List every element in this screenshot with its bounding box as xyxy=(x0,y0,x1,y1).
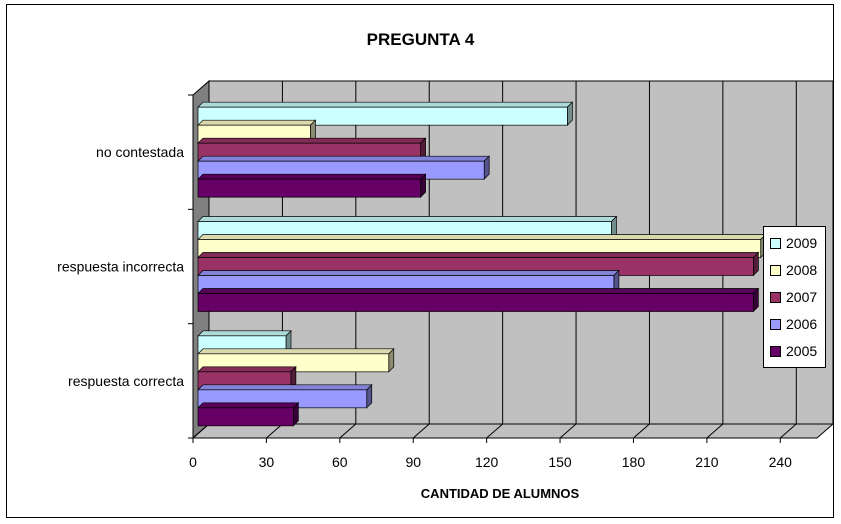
y-tick-label: respuesta correcta xyxy=(68,373,184,389)
legend-label: 2007 xyxy=(786,289,818,305)
bar-top xyxy=(197,155,491,162)
chart-title: PREGUNTA 4 xyxy=(366,30,475,49)
x-tick-label: 60 xyxy=(332,454,348,470)
bars-group xyxy=(197,101,767,427)
legend-label: 2009 xyxy=(786,235,818,251)
floor-gridline xyxy=(559,423,577,439)
legend-swatch xyxy=(770,264,781,276)
x-tick-label: 0 xyxy=(189,454,197,470)
bar-2005-0 xyxy=(197,178,421,198)
floor-gridline xyxy=(412,423,430,439)
x-tick-label: 210 xyxy=(695,454,719,470)
y-tick-label: respuesta incorrecta xyxy=(57,259,184,275)
floor-gridline xyxy=(339,423,357,439)
x-tick-label: 240 xyxy=(769,454,793,470)
legend-item: 2006 xyxy=(770,314,817,334)
axes-group: 0 30 60 90 120 150 180 210 240 no contestada respu… xyxy=(57,94,817,470)
x-tick-label: 180 xyxy=(622,454,646,470)
bar-top xyxy=(197,288,760,294)
legend-label: 2008 xyxy=(786,262,818,278)
legend-item: 2008 xyxy=(770,260,817,280)
bar-top xyxy=(197,270,620,276)
legend-item: 2009 xyxy=(770,233,817,253)
x-tick-label: 90 xyxy=(405,454,421,470)
floor-gridline xyxy=(633,423,650,439)
bar-top xyxy=(197,234,767,240)
legend: 2009 2008 2007 2006 2005 xyxy=(763,226,826,368)
floor-gridline xyxy=(486,423,503,439)
x-tick-label: 150 xyxy=(548,454,572,470)
bar-top xyxy=(197,348,395,355)
bar-top xyxy=(197,366,297,373)
legend-swatch xyxy=(770,237,781,249)
legend-item: 2007 xyxy=(770,287,817,307)
bar-top xyxy=(197,216,618,222)
legend-label: 2006 xyxy=(786,316,818,332)
y-tick-label: no contestada xyxy=(96,144,184,160)
floor-gridline xyxy=(706,423,724,439)
bar-top xyxy=(197,173,427,180)
floor-gridline xyxy=(779,423,797,439)
x-axis-label: CANTIDAD DE ALUMNOS xyxy=(420,486,580,501)
x-tick-label: 120 xyxy=(475,454,499,470)
floor-gridline xyxy=(266,423,283,439)
legend-item: 2005 xyxy=(770,341,817,361)
legend-label: 2005 xyxy=(786,343,818,359)
bar-2005-1 xyxy=(197,293,754,312)
bar-top xyxy=(197,330,292,337)
bar-top xyxy=(197,252,760,258)
x-tick-label: 30 xyxy=(259,454,275,470)
legend-swatch xyxy=(770,318,781,330)
bar-top xyxy=(197,402,300,409)
bar-top xyxy=(197,101,574,108)
bar-top xyxy=(197,384,373,391)
legend-swatch xyxy=(770,345,781,357)
legend-swatch xyxy=(770,291,781,303)
bar-2005-2 xyxy=(197,407,294,427)
bar-top xyxy=(197,119,317,126)
bar-top xyxy=(197,137,427,144)
floor-gridline xyxy=(192,423,210,439)
